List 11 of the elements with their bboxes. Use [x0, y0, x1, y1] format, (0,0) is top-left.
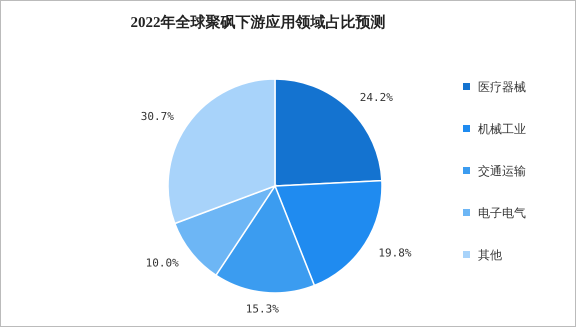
legend-label: 机械工业: [478, 122, 526, 136]
legend-label: 电子电气: [478, 206, 526, 220]
legend-label: 其他: [478, 248, 502, 262]
data-label: 15.3%: [246, 302, 280, 316]
data-label: 19.8%: [378, 246, 412, 260]
chart-title: 2022年全球聚砜下游应用领域占比预测: [130, 13, 386, 31]
data-label: 30.7%: [140, 110, 174, 123]
legend-label: 医疗器械: [478, 80, 526, 94]
data-label: 24.2%: [360, 90, 394, 104]
legend-label: 交通运输: [478, 164, 526, 178]
data-label: 10.0%: [146, 256, 180, 270]
